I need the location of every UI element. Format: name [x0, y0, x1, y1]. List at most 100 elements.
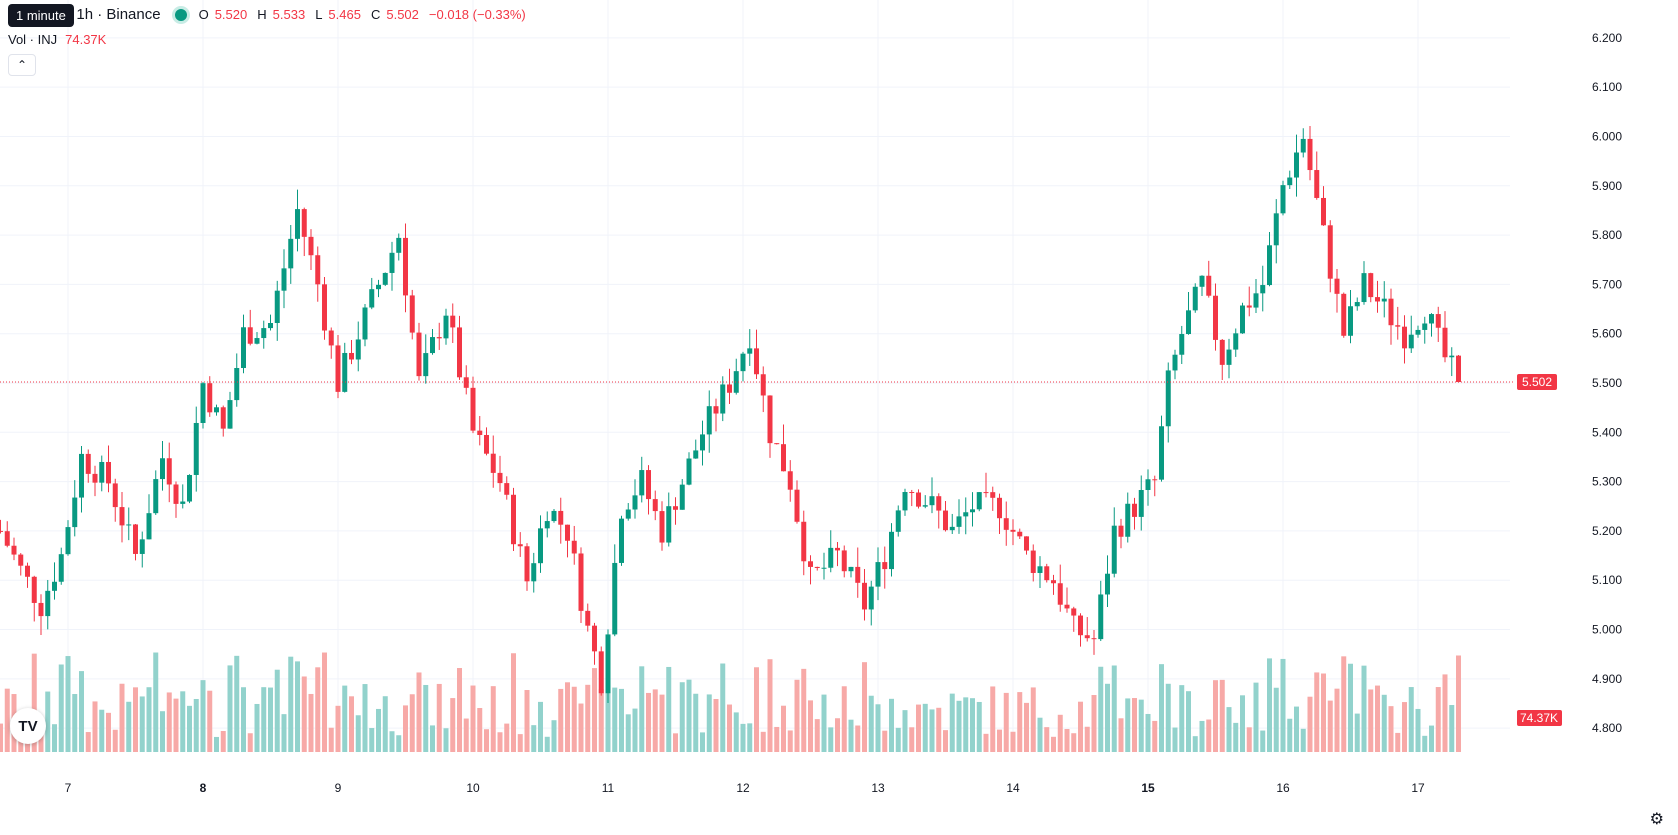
candle-body: [875, 562, 881, 587]
volume-bar: [497, 732, 503, 752]
y-tick-label: 5.600: [1592, 327, 1622, 341]
volume-bar: [1267, 658, 1272, 752]
volume-label[interactable]: Vol · INJ: [8, 32, 58, 47]
candle-body: [166, 458, 172, 485]
chevron-up-icon[interactable]: ⌃: [8, 54, 36, 76]
volume-bar: [1314, 672, 1320, 752]
volume-bar: [369, 728, 375, 752]
candle-body: [450, 315, 456, 328]
candle-body: [801, 521, 807, 562]
volume-bar: [808, 700, 813, 752]
volume-bar: [875, 704, 881, 752]
volume-bar: [1381, 694, 1387, 752]
price-change: −0.018 (−0.33%): [428, 7, 526, 22]
candle-body: [598, 651, 604, 694]
volume-bar: [963, 697, 969, 752]
candle-body: [1314, 170, 1320, 198]
candle-body: [882, 562, 888, 570]
volume-bar: [949, 693, 955, 752]
candle-body: [1010, 529, 1016, 532]
candle-body: [200, 383, 206, 423]
volume-bar: [477, 708, 483, 752]
volume-bar: [58, 664, 64, 752]
volume-bar: [139, 696, 145, 752]
candle-body: [1159, 426, 1164, 480]
volume-bar: [1415, 708, 1421, 752]
volume-bar: [1118, 718, 1124, 752]
volume-bar: [166, 692, 172, 752]
market-status-dot-icon[interactable]: [174, 8, 187, 21]
volume-bar: [997, 729, 1002, 752]
candle-body: [848, 566, 854, 572]
candle-body: [1064, 604, 1070, 609]
candle-body: [92, 473, 98, 483]
candle-body: [349, 352, 354, 360]
candle-body: [1179, 334, 1185, 355]
candle-body: [268, 323, 273, 329]
volume-bar: [187, 705, 192, 752]
candle-body: [241, 327, 246, 369]
y-tick-label: 5.400: [1592, 425, 1622, 439]
volume-bar: [1354, 713, 1360, 752]
volume-bar: [1179, 685, 1185, 752]
candle-body: [220, 407, 226, 429]
volume-bar: [1435, 687, 1441, 752]
volume-bar: [234, 655, 240, 752]
candle-body: [592, 625, 597, 652]
last-volume-badge: [1517, 710, 1562, 726]
volume-bar: [349, 696, 354, 752]
volume-bar: [173, 698, 179, 752]
candle-body: [106, 461, 111, 484]
volume-bar: [160, 711, 165, 752]
volume-bar: [990, 686, 996, 752]
candle-body: [315, 255, 321, 285]
candle-body: [760, 374, 766, 396]
tradingview-logo[interactable]: TV: [10, 708, 46, 744]
volume-bar: [1361, 665, 1367, 752]
volume-bar: [774, 726, 780, 752]
candle-body: [484, 434, 489, 454]
candle-body: [1132, 503, 1137, 517]
candle-body: [25, 565, 30, 577]
volume-bar: [0, 723, 3, 752]
volume-bar: [295, 661, 300, 752]
candle-body: [713, 406, 719, 414]
candle-body: [382, 272, 388, 285]
candle-body: [666, 506, 672, 543]
volume-bar: [727, 704, 732, 752]
volume-bar: [484, 729, 489, 752]
ohlc-open-value: 5.520: [214, 7, 248, 22]
candle-body: [254, 338, 260, 344]
candle-body: [963, 512, 969, 517]
candle-body: [686, 458, 692, 485]
volume-bar: [1334, 688, 1340, 752]
candle-body: [1030, 550, 1036, 573]
volume-bar: [1456, 655, 1461, 752]
volume-bar: [983, 733, 989, 752]
candle-body: [160, 458, 165, 480]
volume-bar: [126, 701, 132, 752]
candle-body: [1138, 489, 1144, 517]
y-tick-label: 5.100: [1592, 573, 1622, 587]
candle-body: [1273, 213, 1279, 246]
last-volume-label: 74.37K: [1520, 711, 1558, 725]
candle-body: [362, 307, 368, 340]
candle-body: [1368, 273, 1374, 298]
candle-body: [322, 284, 327, 331]
volume-bar: [1388, 706, 1394, 752]
volume-bar: [922, 703, 928, 752]
y-tick-label: 5.500: [1592, 376, 1622, 390]
candle-body: [328, 330, 334, 346]
candle-body: [929, 496, 935, 506]
candle-body: [679, 484, 685, 510]
volume-bar: [848, 719, 854, 752]
last-price-badge: [1517, 374, 1557, 391]
candle-body: [133, 524, 138, 554]
volume-bar: [1246, 727, 1252, 752]
volume-bar: [193, 698, 199, 752]
candle-body: [376, 284, 381, 290]
gear-icon[interactable]: ⚙: [1649, 811, 1664, 828]
volume-bar: [619, 688, 624, 752]
volume-bar: [666, 666, 672, 752]
